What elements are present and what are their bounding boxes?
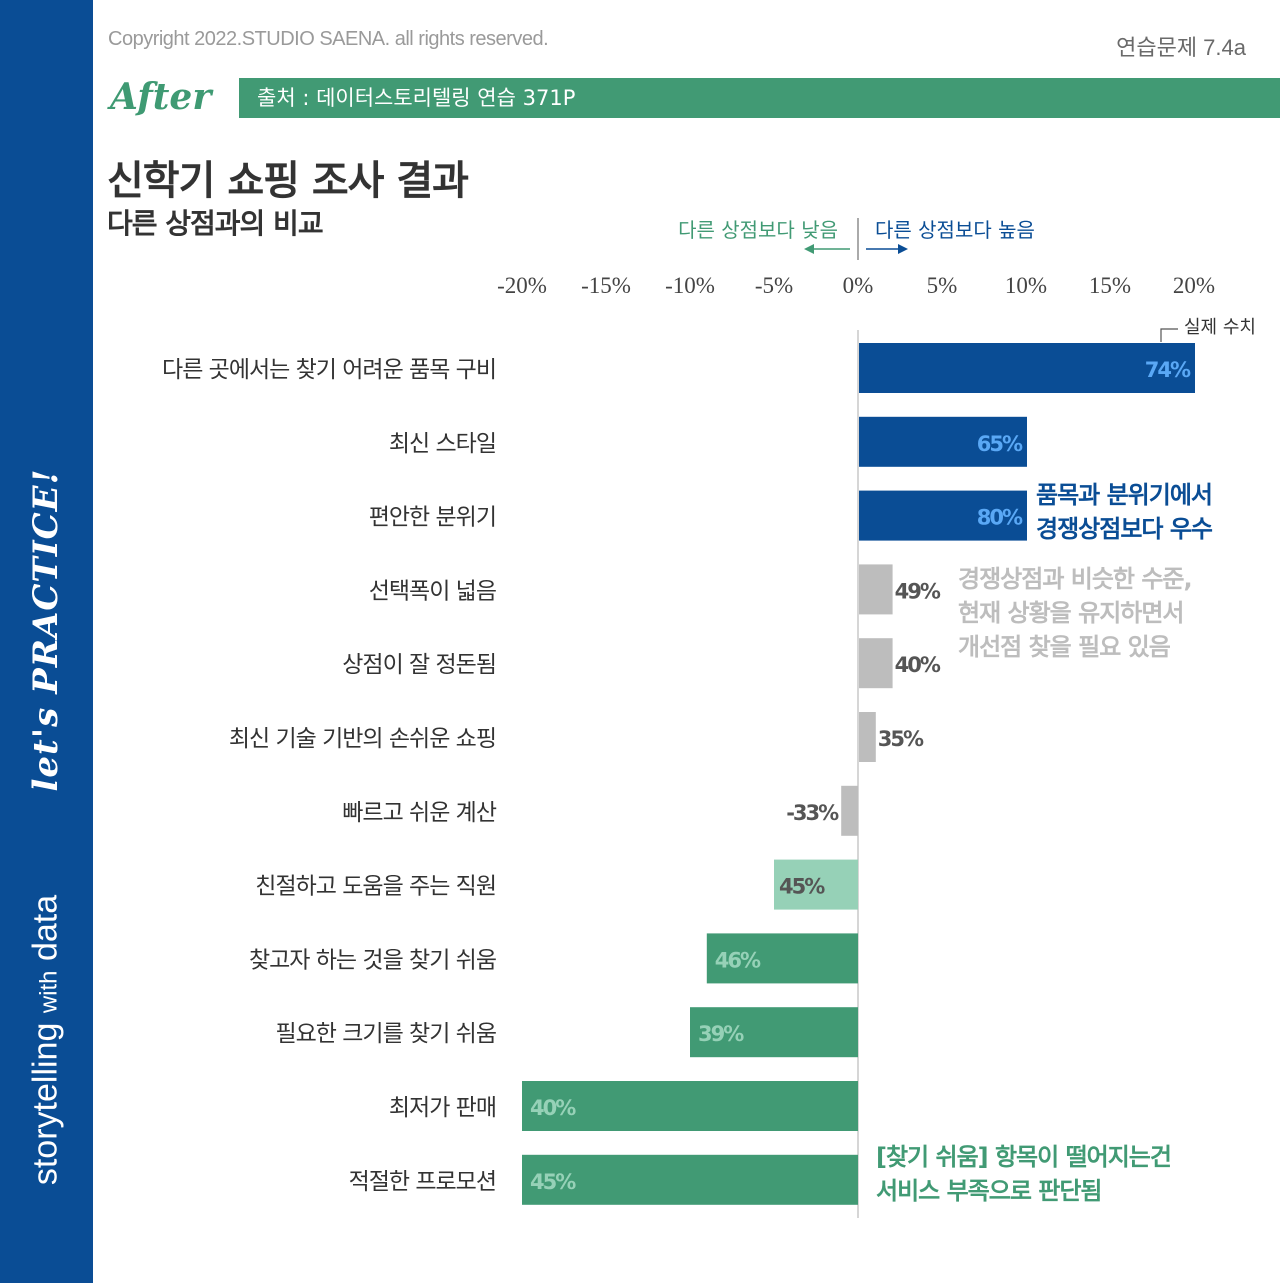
category-label: 선택폭이 넓음 — [369, 578, 496, 604]
value-label: 45% — [530, 1170, 576, 1194]
x-tick-label: 20% — [1173, 273, 1215, 298]
annotation-blue: 품목과 분위기에서 경쟁상점보다 우수 — [1036, 478, 1213, 546]
category-label: 찾고자 하는 것을 찾기 쉬움 — [249, 947, 496, 973]
brand-main: storytelling — [26, 1022, 65, 1186]
bar — [859, 416, 1027, 467]
bar — [859, 638, 893, 689]
value-label: 46% — [715, 948, 761, 972]
bar — [859, 490, 1027, 541]
brand-logo: storytelling with data — [27, 895, 66, 1185]
value-label: 49% — [895, 579, 941, 603]
category-label: 적절한 프로모션 — [349, 1169, 496, 1195]
x-tick-label: 10% — [1005, 273, 1047, 298]
x-tick-label: 0% — [843, 273, 874, 298]
value-label: 35% — [878, 727, 924, 751]
sidebar: let's PRACTICE! storytelling with data — [0, 0, 93, 1283]
category-label: 다른 곳에서는 찾기 어려운 품목 구비 — [162, 357, 496, 383]
x-tick-label: -20% — [497, 273, 547, 298]
chart-title: 신학기 쇼핑 조사 결과 — [107, 158, 469, 204]
value-label: 39% — [698, 1022, 744, 1046]
brand-small: with — [35, 970, 63, 1014]
bar — [859, 343, 1195, 393]
category-label: 최신 스타일 — [389, 431, 496, 457]
x-axis-ticks: -20% -15% -10% -5% 0% 5% 10% 15% 20% — [497, 273, 1215, 298]
x-tick-label: 15% — [1089, 273, 1131, 298]
category-label: 필요한 크기를 찾기 쉬움 — [275, 1021, 496, 1047]
value-label: -33% — [786, 801, 839, 825]
category-label: 상점이 잘 정돈됨 — [342, 652, 496, 678]
lets-practice-logo: let's PRACTICE! — [26, 468, 66, 792]
value-label: 40% — [530, 1096, 576, 1120]
legend: 실제 수치 — [1160, 317, 1256, 342]
arrow-lower-head — [804, 244, 814, 254]
annotation-gray-line: 경쟁상점과 비슷한 수준, — [958, 565, 1193, 593]
x-tick-label: -5% — [755, 273, 793, 298]
bar — [859, 564, 893, 615]
brand-end: data — [26, 894, 65, 962]
value-label: 65% — [977, 432, 1023, 456]
direction-lower-label: 다른 상점보다 낮음 — [678, 218, 838, 242]
value-label: 45% — [779, 875, 825, 899]
category-label: 친절하고 도움을 주는 직원 — [255, 874, 496, 900]
legend-bracket — [1160, 328, 1178, 342]
annotation-green-line: [찾기 쉬움] 항목이 떨어지는건 — [876, 1143, 1172, 1171]
x-tick-label: -10% — [665, 273, 715, 298]
annotation-blue-line: 경쟁상점보다 우수 — [1036, 515, 1213, 543]
copyright: Copyright 2022.STUDIO SAENA. all rights … — [108, 28, 549, 50]
bar — [774, 859, 858, 910]
bar — [690, 1007, 858, 1058]
source-label: 출처 : 데이터스토리텔링 연습 371P — [257, 86, 576, 110]
bar — [706, 933, 858, 984]
category-label: 최저가 판매 — [389, 1095, 496, 1121]
category-label: 빠르고 쉬운 계산 — [342, 800, 497, 826]
value-label: 74% — [1145, 358, 1191, 382]
after-label: After — [110, 76, 212, 118]
bar — [522, 1154, 858, 1205]
x-tick-label: 5% — [927, 273, 958, 298]
direction-higher-label: 다른 상점보다 높음 — [875, 218, 1035, 242]
annotation-gray-line: 개선점 찾을 필요 있음 — [958, 633, 1171, 661]
bar — [522, 1081, 858, 1131]
legend-actual-label: 실제 수치 — [1184, 317, 1256, 338]
annotation-green: [찾기 쉬움] 항목이 떨어지는건 서비스 부족으로 판단됨 — [876, 1140, 1172, 1208]
annotation-gray-line: 현재 상황을 유지하면서 — [958, 599, 1185, 627]
value-label: 80% — [977, 506, 1023, 530]
x-tick-label: -15% — [581, 273, 631, 298]
value-label: 40% — [895, 653, 941, 677]
exercise-label: 연습문제 7.4a — [1116, 35, 1246, 60]
arrow-higher-head — [898, 244, 908, 254]
category-label: 최신 기술 기반의 손쉬운 쇼핑 — [229, 726, 496, 752]
annotation-green-line: 서비스 부족으로 판단됨 — [876, 1177, 1103, 1205]
bar — [841, 785, 858, 836]
annotation-gray: 경쟁상점과 비슷한 수준, 현재 상황을 유지하면서 개선점 찾을 필요 있음 — [958, 562, 1193, 664]
source-bar: 출처 : 데이터스토리텔링 연습 371P — [239, 78, 1280, 118]
category-label: 편안한 분위기 — [369, 505, 496, 531]
chart-subtitle: 다른 상점과의 비교 — [107, 207, 324, 240]
bars — [522, 330, 1195, 1218]
annotation-blue-line: 품목과 분위기에서 — [1036, 481, 1213, 509]
bar — [859, 712, 876, 762]
